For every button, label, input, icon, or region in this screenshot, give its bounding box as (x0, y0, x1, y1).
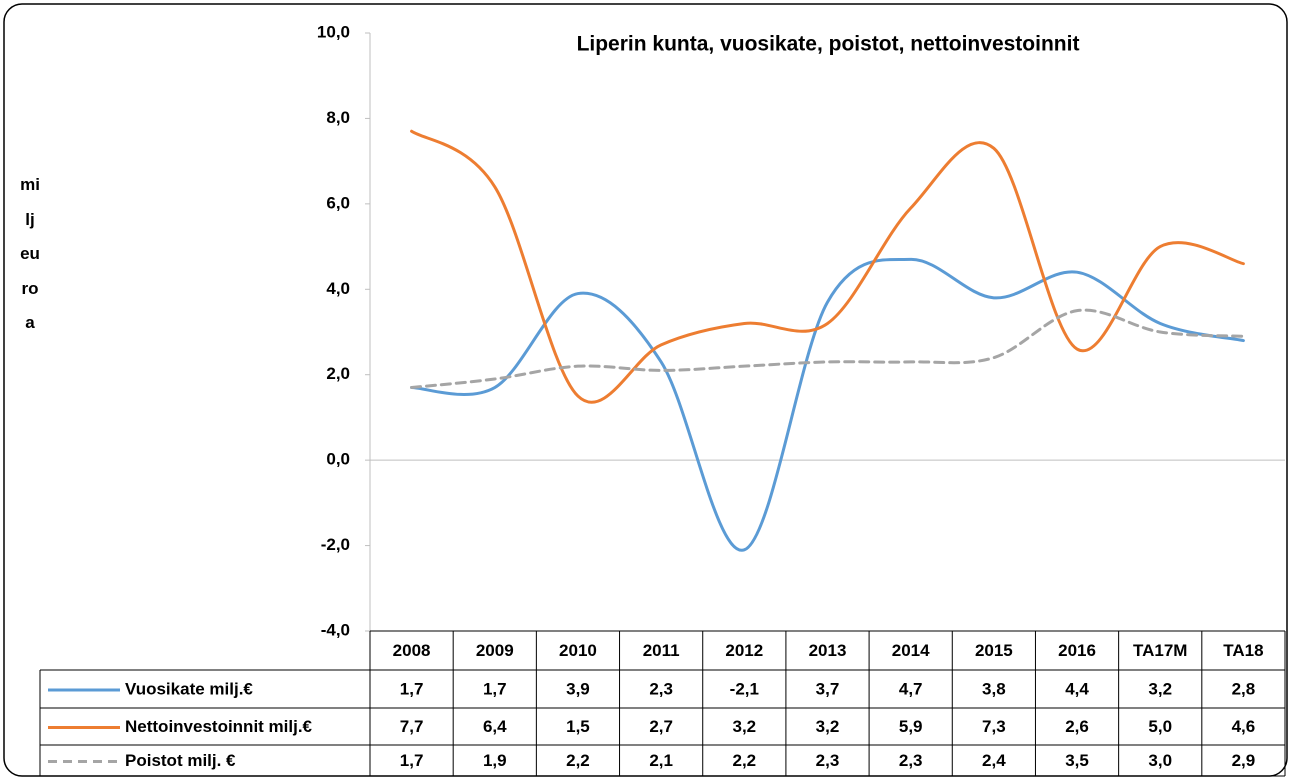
table-value: 6,4 (483, 717, 507, 736)
table-value: 7,3 (982, 717, 1006, 736)
chart-border (3, 3, 1288, 777)
table-value: 2,2 (566, 751, 590, 770)
legend-label: Vuosikate milj.€ (125, 679, 253, 698)
table-value: 3,0 (1148, 751, 1172, 770)
chart-title: Liperin kunta, vuosikate, poistot, netto… (577, 33, 1080, 56)
table-value: 2,6 (1065, 717, 1089, 736)
y-tick-label: -4,0 (321, 620, 350, 639)
table-value: 2,7 (649, 717, 673, 736)
x-tick-label: 2014 (892, 641, 930, 660)
y-tick-label: 8,0 (326, 108, 350, 127)
x-tick-label: 2012 (725, 641, 763, 660)
table-value: 4,4 (1065, 679, 1089, 698)
x-tick-label: 2009 (476, 641, 514, 660)
x-tick-label: 2015 (975, 641, 1013, 660)
table-value: 1,7 (400, 751, 424, 770)
legend-label: Nettoinvestoinnit milj.€ (125, 717, 313, 736)
table-value: 3,8 (982, 679, 1006, 698)
table-value: 3,2 (1148, 679, 1172, 698)
x-tick-label: 2008 (393, 641, 431, 660)
y-tick-label: 6,0 (326, 193, 350, 212)
x-tick-label: TA17M (1133, 641, 1187, 660)
y-tick-label: 4,0 (326, 279, 350, 298)
y-axis-label: milj euroa (20, 175, 40, 332)
table-value: 3,9 (566, 679, 590, 698)
table-value: 2,3 (899, 751, 923, 770)
x-tick-label: 2011 (643, 641, 680, 660)
x-tick-label: TA18 (1223, 641, 1263, 660)
table-value: 2,9 (1232, 751, 1256, 770)
table-value: 1,5 (566, 717, 590, 736)
table-value: 2,1 (649, 751, 673, 770)
table-value: 2,4 (982, 751, 1006, 770)
table-value: 2,8 (1232, 679, 1256, 698)
y-tick-label: 0,0 (326, 450, 350, 469)
table-value: 1,9 (483, 751, 507, 770)
table-value: 3,2 (816, 717, 840, 736)
table-value: 4,7 (899, 679, 923, 698)
table-value: 3,5 (1065, 751, 1089, 770)
series-line (410, 129, 1245, 404)
table-value: 2,2 (732, 751, 756, 770)
y-tick-label: -2,0 (321, 535, 350, 554)
x-tick-label: 2016 (1058, 641, 1096, 660)
y-tick-label: 2,0 (326, 364, 350, 383)
table-value: 2,3 (816, 751, 840, 770)
table-value: -2,1 (730, 679, 759, 698)
table-value: 3,7 (816, 679, 840, 698)
table-value: 5,0 (1148, 717, 1172, 736)
table-value: 7,7 (400, 717, 424, 736)
table-value: 1,7 (400, 679, 424, 698)
series-line (410, 257, 1245, 552)
table-value: 5,9 (899, 717, 923, 736)
legend-label: Poistot milj. € (125, 751, 236, 770)
y-tick-label: 10,0 (317, 22, 350, 41)
table-value: 1,7 (483, 679, 507, 698)
x-tick-label: 2010 (559, 641, 597, 660)
table-value: 3,2 (732, 717, 756, 736)
table-value: 2,3 (649, 679, 673, 698)
series-line (410, 308, 1245, 390)
x-tick-label: 2013 (809, 641, 847, 660)
table-value: 4,6 (1232, 717, 1256, 736)
